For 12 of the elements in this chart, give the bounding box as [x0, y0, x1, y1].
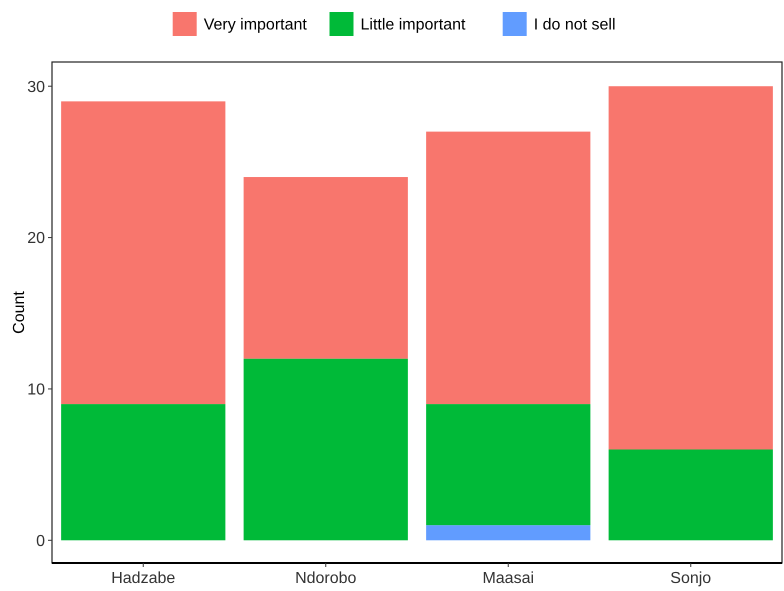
y-tick-label: 10 [27, 382, 46, 399]
legend-label: I do not sell [534, 16, 616, 34]
x-tick-label: Sonjo [670, 570, 712, 587]
x-tick-label: Ndorobo [295, 570, 357, 587]
x-tick-label: Maasai [482, 570, 534, 587]
x-tick-label: Hadzabe [111, 570, 176, 587]
y-tick-label: 0 [36, 532, 46, 550]
legend-label: Little important [360, 16, 466, 34]
legend-label: Very important [204, 16, 308, 34]
y-tick-label: 30 [27, 78, 46, 96]
y-axis-title: Count [11, 290, 28, 334]
y-tick-label: 20 [27, 230, 46, 248]
